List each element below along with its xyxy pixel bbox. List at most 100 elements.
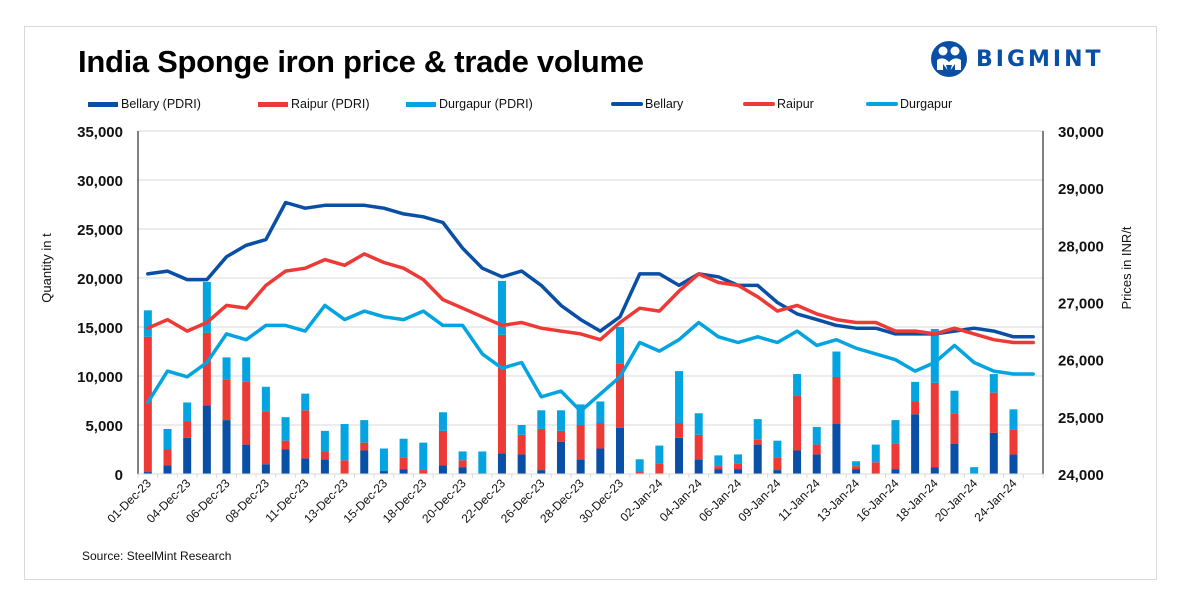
y-tick-label: 10,000 [77,369,123,386]
legend-label: Bellary (PDRI) [121,97,201,111]
y-axis-ticks: 0 5,000 10,000 15,000 20,000 25,000 30,000 35,0… [77,124,123,484]
legend-label: Raipur (PDRI) [291,97,370,111]
bar-bellary-pdri [616,427,625,474]
y2-tick-label: 27,000 [1058,296,1104,313]
bar-durgapur-pdri [478,451,487,474]
axes [137,131,1044,478]
bar-raipur-pdri [950,413,959,444]
bar-bellary-pdri [950,443,959,474]
bar-bellary-pdri [753,444,762,474]
bar-durgapur-pdri [970,467,979,474]
bar-raipur-pdri [163,449,172,466]
legend-swatch [611,102,643,106]
bar-raipur-pdri [714,466,723,470]
bar-raipur-pdri [281,440,290,450]
legend-item-bellary-pdri: Bellary (PDRI) [88,97,201,111]
y2-tick-label: 28,000 [1058,238,1104,255]
bar-bellary-pdri [360,450,369,474]
legend-swatch [743,102,775,106]
bar-bellary-pdri [734,469,743,474]
bar-bellary-pdri [694,459,703,474]
bar-raipur-pdri [675,423,684,438]
bar-raipur-pdri [616,363,625,428]
bar-bellary-pdri [773,470,782,474]
bar-bellary-pdri [399,469,408,474]
bar-durgapur-pdri [517,425,526,435]
bar-durgapur-pdri [537,410,546,429]
bar-durgapur-pdri [773,440,782,458]
line-bellary [146,200,1035,339]
bar-raipur-pdri [576,425,585,460]
bar-durgapur-pdri [458,451,467,461]
bar-durgapur-pdri [281,417,290,441]
bar-bellary-pdri [714,469,723,474]
legend-swatch [258,101,288,107]
bar-bellary-pdri [556,441,565,474]
bar-raipur-pdri [753,439,762,445]
bar-raipur-pdri [261,411,270,465]
y2-tick-label: 24,000 [1058,467,1104,484]
brand-logo: BIGMINT [930,40,1104,78]
bar-durgapur-pdri [419,442,428,471]
bar-durgapur-pdri [202,281,211,333]
y2-tick-label: 30,000 [1058,124,1104,141]
bar-durgapur-pdri [576,404,585,425]
y2-tick-label: 26,000 [1058,353,1104,370]
x-tick-label: 24-Jan-24 [971,476,1019,524]
bar-raipur-pdri [458,460,467,468]
bar-bellary-pdri [242,444,251,474]
bar-bellary-pdri [320,459,329,474]
y-tick-label: 5,000 [85,418,123,435]
bar-durgapur-pdri [635,459,644,473]
legend-label: Bellary [645,97,684,111]
bar-bellary-pdri [458,467,467,474]
bar-bellary-pdri [222,420,231,474]
y2-tick-label: 29,000 [1058,181,1104,198]
bar-raipur-pdri [419,470,428,474]
bar-bellary-pdri [537,470,546,474]
bar-bellary-pdri [989,432,998,474]
y-tick-label: 25,000 [77,222,123,239]
bar-durgapur-pdri [734,454,743,464]
bar-durgapur-pdri [911,381,920,402]
y-tick-label: 0 [115,467,123,484]
chart-frame [24,26,1157,580]
bar-durgapur-pdri [930,328,939,383]
bar-durgapur-pdri [596,401,605,424]
bar-bellary-pdri [793,450,802,474]
bar-durgapur-pdri [301,393,310,411]
y-tick-label: 35,000 [77,124,123,141]
y-tick-label: 15,000 [77,320,123,337]
legend-swatch [406,101,436,107]
bar-durgapur-pdri [360,420,369,443]
legend-swatch [866,102,898,106]
y2-axis-label: Prices in INR/t [1119,226,1134,309]
bar-raipur-pdri [537,428,546,471]
bar-durgapur-pdri [891,420,900,444]
bar-durgapur-pdri [694,413,703,435]
bar-durgapur-pdri [163,428,172,450]
legend-item-durgapur-pdri: Durgapur (PDRI) [406,97,533,111]
legend-label: Raipur [777,97,814,111]
bar-raipur-pdri [222,379,231,421]
bar-bellary-pdri [281,449,290,474]
bar-raipur-pdri [930,382,939,468]
bar-raipur-pdri [655,463,664,474]
bar-durgapur-pdri [261,386,270,412]
bar-raipur-pdri [183,421,192,438]
bar-raipur-pdri [635,472,644,474]
brand-name: BIGMINT [976,46,1104,72]
bar-raipur-pdri [556,430,565,442]
bar-bellary-pdri [143,472,152,474]
legend-item-durgapur-line: Durgapur [866,97,952,111]
bar-durgapur-pdri [793,374,802,396]
bar-raipur-pdri [202,332,211,406]
bar-bellary-pdri [202,405,211,474]
bar-durgapur-pdri [714,455,723,467]
bar-raipur-pdri [891,443,900,470]
bar-raipur-pdri [832,376,841,425]
legend-label: Durgapur [900,97,953,111]
bar-raipur-pdri [694,434,703,460]
bar-durgapur-pdri [320,430,329,452]
bar-raipur-pdri [812,444,821,455]
